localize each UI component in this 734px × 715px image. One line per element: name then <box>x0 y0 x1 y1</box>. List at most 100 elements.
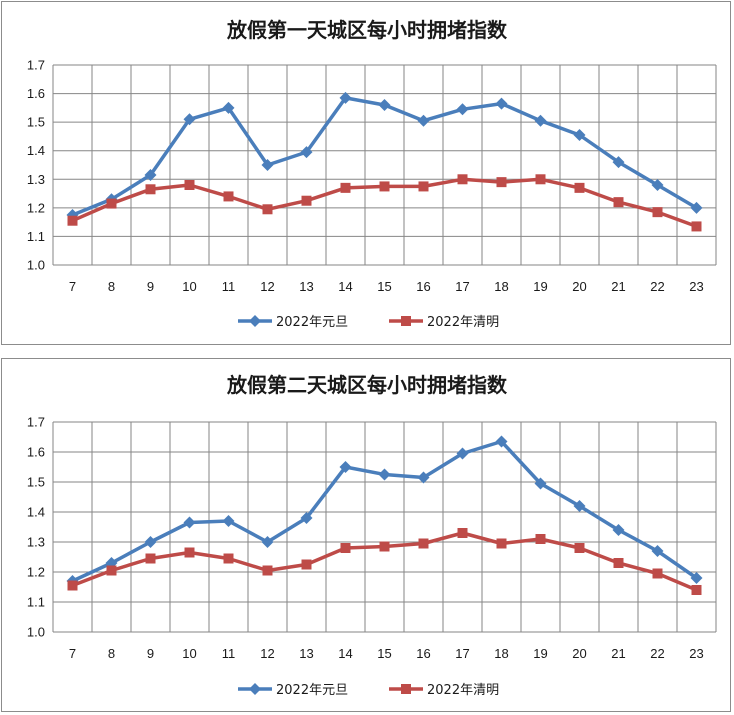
x-tick-label: 20 <box>572 646 586 661</box>
data-point-square <box>223 191 234 202</box>
x-tick-label: 16 <box>416 279 430 294</box>
x-tick-label: 18 <box>494 279 508 294</box>
data-point-square <box>418 181 429 192</box>
data-point-diamond <box>222 101 235 114</box>
x-tick-label: 10 <box>182 646 196 661</box>
data-point-square <box>145 184 156 195</box>
legend-marker-diamond <box>249 315 261 327</box>
data-point-diamond <box>495 97 508 110</box>
x-tick-label: 12 <box>260 279 274 294</box>
data-point-square <box>418 538 429 549</box>
data-point-square <box>574 543 585 553</box>
data-point-diamond <box>222 515 235 527</box>
x-tick-label: 8 <box>108 279 115 294</box>
x-tick-label: 14 <box>338 279 352 294</box>
data-point-square <box>457 528 468 538</box>
data-point-square <box>652 207 663 218</box>
legend-label: 2022年元旦 <box>276 315 348 330</box>
data-point-square <box>262 204 273 215</box>
x-tick-label: 18 <box>494 646 508 661</box>
x-tick-label: 8 <box>108 646 115 661</box>
y-tick-label: 1.5 <box>27 115 45 130</box>
data-point-square <box>340 182 351 193</box>
data-point-diamond <box>651 179 664 191</box>
y-tick-label: 1.0 <box>27 258 45 273</box>
x-tick-label: 9 <box>147 646 154 661</box>
x-tick-label: 13 <box>299 646 313 661</box>
x-tick-label: 12 <box>260 646 274 661</box>
data-point-diamond <box>261 536 274 548</box>
data-point-diamond <box>534 477 547 490</box>
data-point-square <box>613 558 624 568</box>
x-tick-label: 7 <box>69 279 76 294</box>
data-point-diamond <box>144 169 157 181</box>
data-point-square <box>496 177 507 188</box>
y-tick-label: 1.2 <box>27 565 45 580</box>
y-tick-label: 1.6 <box>27 445 45 460</box>
data-point-square <box>106 198 117 209</box>
x-tick-label: 23 <box>689 646 703 661</box>
data-point-diamond <box>339 461 352 473</box>
data-point-square <box>262 565 273 576</box>
data-point-square <box>691 221 702 232</box>
data-point-square <box>301 195 312 206</box>
x-tick-label: 14 <box>338 646 352 661</box>
y-tick-label: 1.3 <box>27 172 45 187</box>
chart-panel-day1: 放假第一天城区每小时拥堵指数 1.0 1.1 1.2 1.3 1.4 1.5 1.6 1.7 7 8… <box>1 1 731 345</box>
data-point-square <box>457 174 468 185</box>
y-tick-label: 1.6 <box>27 86 45 101</box>
y-tick-label: 1.3 <box>27 535 45 550</box>
data-point-square <box>652 568 663 579</box>
data-point-diamond <box>495 435 508 448</box>
data-point-diamond <box>261 159 274 171</box>
chart-panel-day2: 放假第二天城区每小时拥堵指数 1.0 1.1 1.2 1.3 1.4 1.5 1.6 1.7 7 8… <box>1 358 731 712</box>
data-point-diamond <box>300 146 313 159</box>
data-point-square <box>379 541 390 552</box>
x-tick-label: 22 <box>650 279 664 294</box>
data-point-square <box>691 585 702 595</box>
legend-label: 2022年清明 <box>427 683 499 698</box>
x-tick-label: 16 <box>416 646 430 661</box>
x-tick-label: 17 <box>455 646 469 661</box>
legend-label: 2022年元旦 <box>276 683 348 698</box>
chart-day1: 放假第一天城区每小时拥堵指数 1.0 1.1 1.2 1.3 1.4 1.5 1.6 1.7 7 8… <box>27 18 717 330</box>
data-point-diamond <box>378 99 391 111</box>
x-tick-label: 22 <box>650 646 664 661</box>
data-point-diamond <box>144 536 157 548</box>
y-tick-label: 1.5 <box>27 475 45 490</box>
x-tick-label: 15 <box>377 279 391 294</box>
data-point-diamond <box>456 447 469 460</box>
data-point-square <box>145 553 156 564</box>
data-point-diamond <box>612 156 625 169</box>
data-point-diamond <box>417 114 430 127</box>
data-point-diamond <box>417 471 430 484</box>
y-tick-label: 1.1 <box>27 595 45 610</box>
data-point-diamond <box>183 113 196 126</box>
x-tick-label: 10 <box>182 279 196 294</box>
data-point-square <box>106 565 117 576</box>
data-point-square <box>184 547 195 558</box>
legend-marker-square <box>401 316 411 326</box>
chart-title: 放假第二天城区每小时拥堵指数 <box>226 373 508 397</box>
chart-day2: 放假第二天城区每小时拥堵指数 1.0 1.1 1.2 1.3 1.4 1.5 1.6 1.7 7 8… <box>27 373 717 698</box>
x-tick-label: 21 <box>611 646 625 661</box>
x-tick-label: 19 <box>533 279 547 294</box>
x-tick-label: 15 <box>377 646 391 661</box>
x-tick-label: 21 <box>611 279 625 294</box>
y-tick-label: 1.7 <box>27 415 45 430</box>
data-point-diamond <box>183 516 196 529</box>
data-point-square <box>67 580 78 591</box>
data-point-diamond <box>690 201 703 214</box>
series-line-yuandan <box>71 439 698 583</box>
x-tick-label: 13 <box>299 279 313 294</box>
chart-title: 放假第一天城区每小时拥堵指数 <box>226 18 508 42</box>
data-point-square <box>574 182 585 193</box>
x-tick-label: 11 <box>222 646 236 661</box>
data-point-square <box>184 180 195 190</box>
x-tick-label: 7 <box>69 646 76 661</box>
y-tick-label: 1.7 <box>27 58 45 73</box>
data-point-diamond <box>573 500 586 512</box>
x-tick-label: 19 <box>533 646 547 661</box>
y-tick-label: 1.2 <box>27 200 45 215</box>
data-point-square <box>67 215 78 226</box>
